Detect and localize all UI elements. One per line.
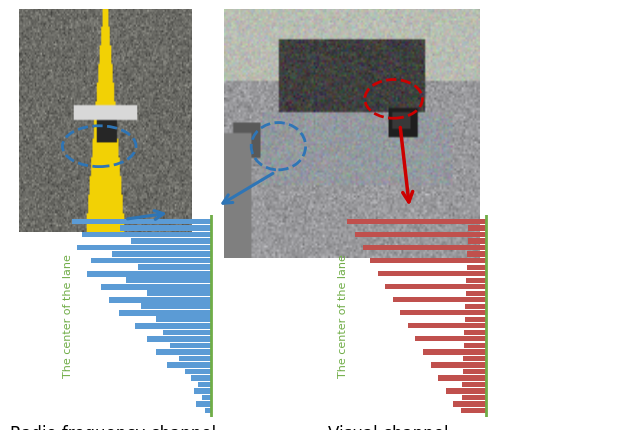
Bar [431, 362, 486, 368]
Bar [72, 219, 211, 224]
Bar [147, 336, 211, 342]
Bar [185, 369, 211, 374]
Bar [423, 349, 486, 354]
Bar [463, 369, 486, 374]
Bar [362, 245, 486, 250]
Bar [119, 310, 211, 316]
Bar [467, 264, 486, 270]
Bar [196, 401, 211, 407]
Bar [468, 239, 486, 244]
Bar [466, 291, 486, 296]
Bar [156, 349, 211, 355]
Bar [393, 297, 486, 302]
Text: Radio frequency channel: Radio frequency channel [10, 425, 216, 430]
Bar [126, 277, 211, 283]
Bar [438, 375, 486, 381]
Text: The center of the lane: The center of the lane [63, 254, 73, 378]
Bar [462, 395, 486, 400]
Bar [191, 375, 211, 381]
Bar [463, 382, 486, 387]
Bar [131, 238, 211, 244]
Text: Visual channel: Visual channel [328, 425, 449, 430]
Bar [463, 356, 486, 361]
Bar [401, 310, 486, 316]
Bar [92, 258, 211, 264]
Bar [163, 329, 211, 335]
Bar [111, 251, 211, 257]
Bar [370, 258, 486, 263]
Bar [170, 343, 211, 348]
Bar [445, 388, 486, 393]
Bar [120, 225, 211, 231]
Bar [461, 408, 486, 413]
Bar [385, 284, 486, 289]
Bar [467, 252, 486, 257]
Bar [468, 225, 486, 230]
Bar [193, 388, 211, 394]
Bar [138, 264, 211, 270]
Bar [202, 395, 211, 400]
Bar [348, 219, 486, 224]
Bar [408, 323, 486, 329]
Bar [205, 408, 211, 413]
Bar [465, 316, 486, 322]
Bar [355, 232, 486, 237]
Bar [77, 245, 211, 250]
Bar [102, 284, 211, 289]
Text: The center of the lane: The center of the lane [339, 254, 348, 378]
Bar [156, 316, 211, 322]
Bar [198, 382, 211, 387]
Bar [465, 330, 486, 335]
Bar [378, 271, 486, 276]
Bar [147, 290, 211, 296]
Bar [135, 323, 211, 329]
Bar [464, 343, 486, 348]
Bar [141, 304, 211, 309]
Bar [83, 232, 211, 237]
Bar [453, 402, 486, 407]
Bar [467, 278, 486, 283]
Bar [465, 304, 486, 309]
Bar [109, 297, 211, 303]
Bar [87, 271, 211, 276]
Bar [415, 336, 486, 341]
Bar [179, 356, 211, 361]
Bar [167, 362, 211, 368]
